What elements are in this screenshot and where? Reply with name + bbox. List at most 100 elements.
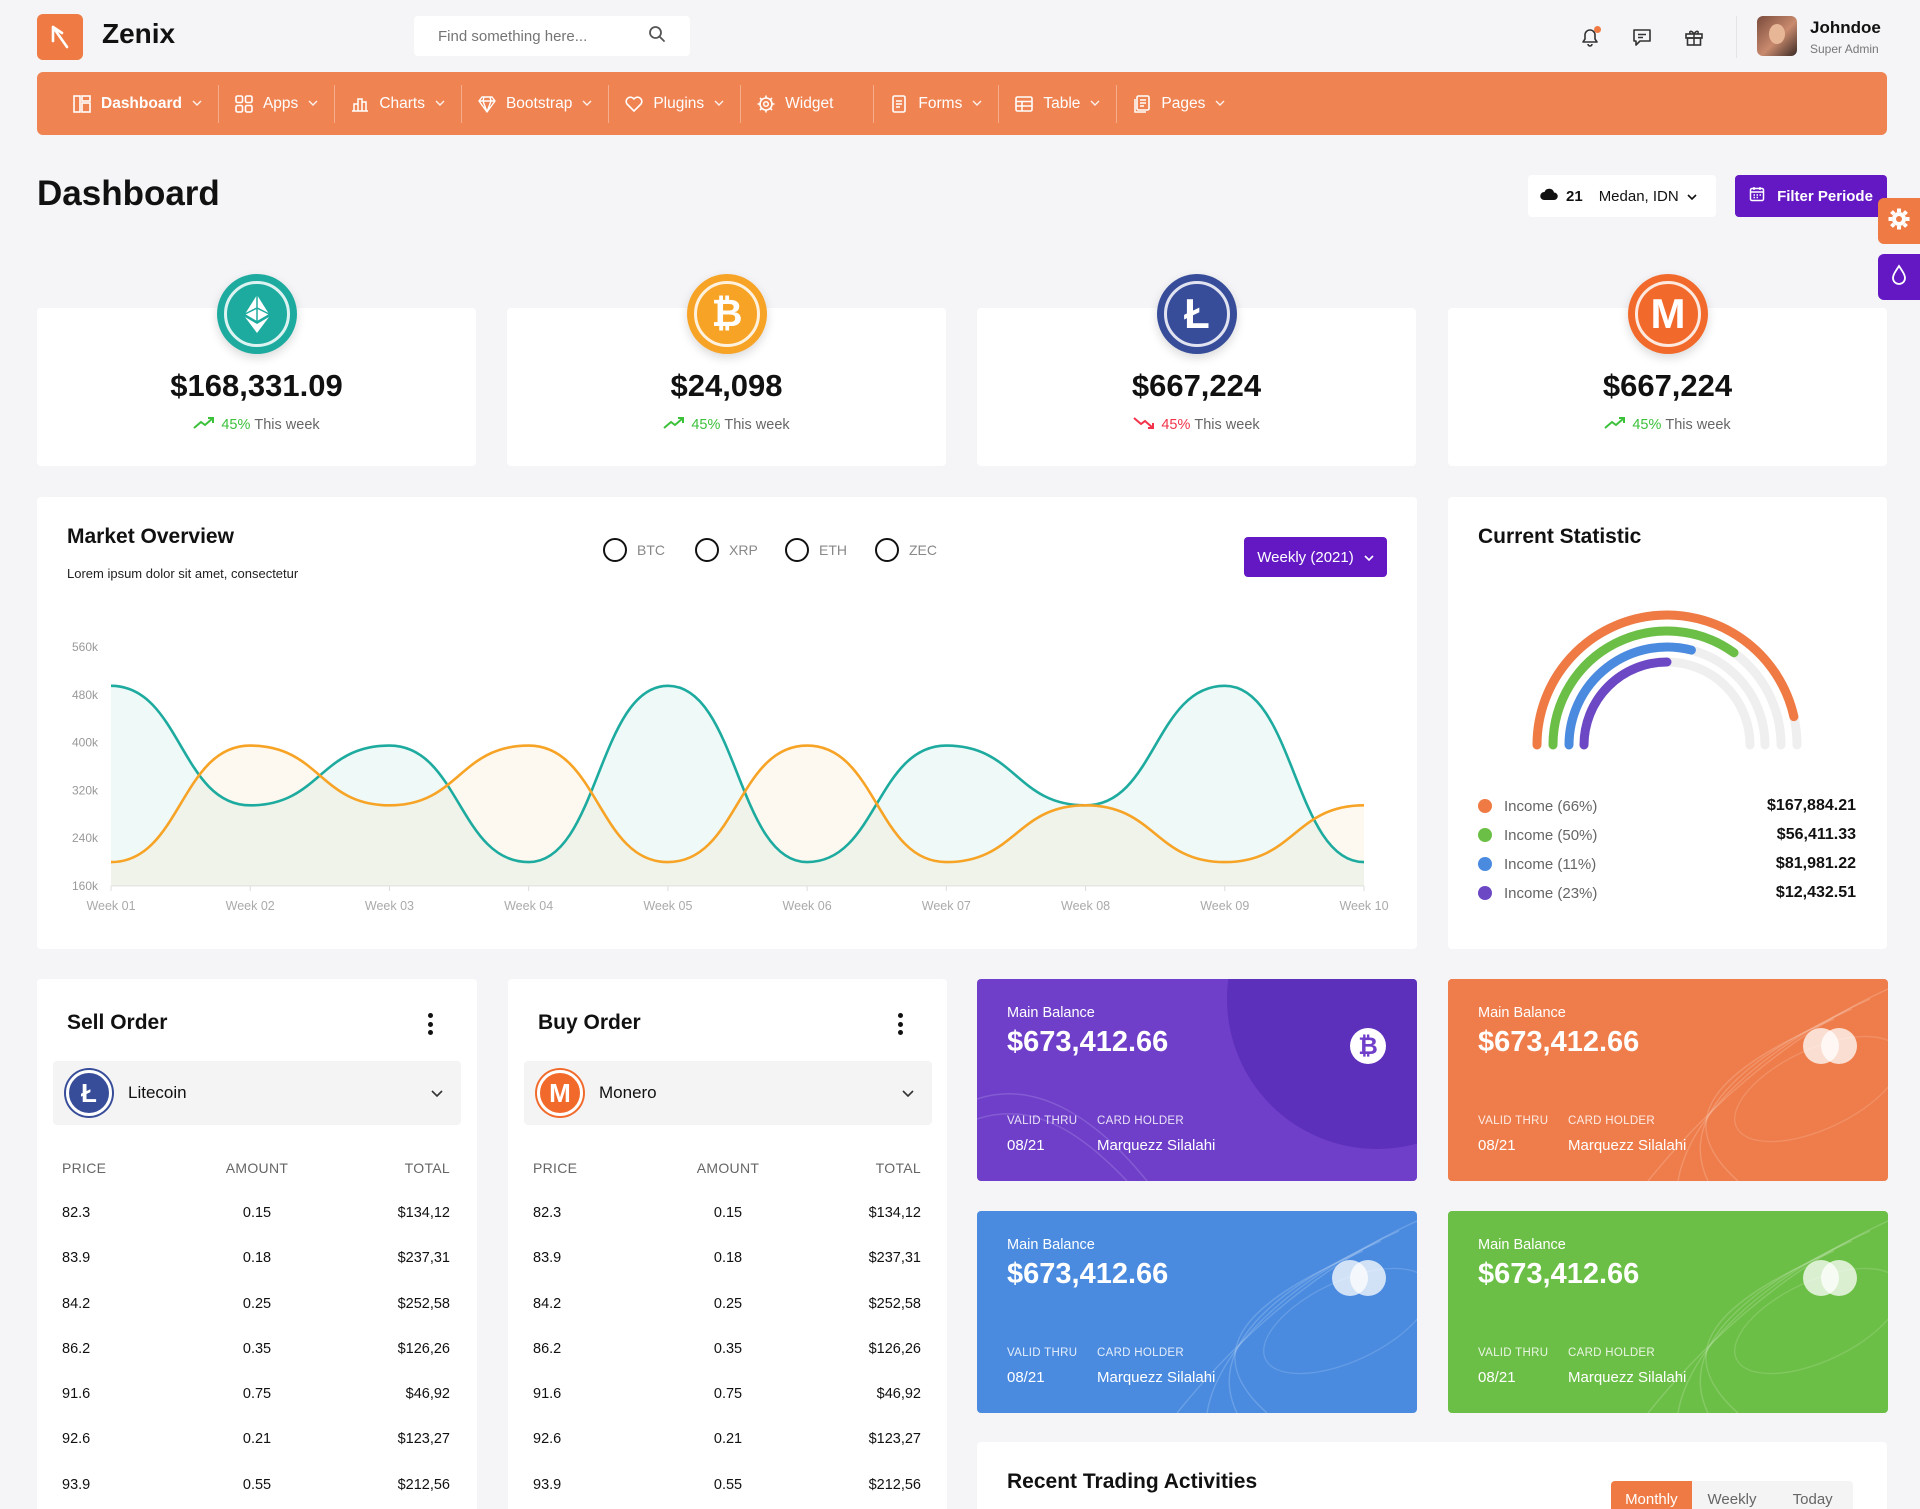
table-row[interactable]: 82.3 0.15 $134,12 xyxy=(533,1190,921,1235)
user-name[interactable]: Johndoe xyxy=(1810,18,1881,37)
period-dropdown[interactable]: Weekly (2021) xyxy=(1244,537,1387,577)
column-header: AMOUNT xyxy=(225,1159,289,1176)
statistic-legend-item: Income (66%) $167,884.21 xyxy=(1478,797,1856,815)
nav-item-charts[interactable]: Charts xyxy=(349,72,461,135)
sell-coin-select[interactable]: Ł Litecoin xyxy=(53,1061,461,1125)
chevron-down-icon xyxy=(308,98,318,110)
table-row[interactable]: 83.9 0.18 $237,31 xyxy=(62,1236,450,1281)
monero-icon: M xyxy=(537,1070,583,1116)
filter-periode-button[interactable]: Filter Periode xyxy=(1735,175,1887,217)
nav-item-bootstrap[interactable]: Bootstrap xyxy=(476,72,608,135)
statistic-arc-chart xyxy=(1532,610,1802,750)
table-row[interactable]: 92.6 0.21 $123,27 xyxy=(62,1417,450,1462)
valid-thru-label: VALID THRU xyxy=(1007,1115,1078,1127)
search-icon[interactable] xyxy=(648,25,666,48)
legend-amount: $81,981.22 xyxy=(1775,855,1856,872)
tab-today[interactable]: Today xyxy=(1792,1491,1833,1508)
buy-order-panel: Buy Order M Monero PRICE AMOUNT TOTAL 82.3 0… xyxy=(508,979,947,1509)
settings-tab[interactable] xyxy=(1878,198,1920,244)
table-row[interactable]: 83.9 0.18 $237,31 xyxy=(533,1236,921,1281)
table-row[interactable]: 86.2 0.35 $126,26 xyxy=(533,1326,921,1371)
search-box[interactable] xyxy=(414,16,690,56)
tab-weekly[interactable]: Weekly xyxy=(1707,1491,1757,1508)
table-cell: 0.55 xyxy=(713,1476,743,1493)
legend-dot xyxy=(1478,857,1492,871)
card-holder-label: CARD HOLDER xyxy=(1097,1347,1185,1359)
avatar[interactable] xyxy=(1757,16,1797,56)
nav-item-label: Bootstrap xyxy=(505,94,573,112)
forms-icon xyxy=(888,93,910,115)
table-row[interactable]: 92.6 0.21 $123,27 xyxy=(533,1417,921,1462)
table-row[interactable]: 84.2 0.25 $252,58 xyxy=(533,1281,921,1326)
table-row[interactable]: 91.6 0.75 $46,92 xyxy=(62,1371,450,1416)
radio-circle[interactable] xyxy=(695,538,719,562)
change-percent: 45% xyxy=(1632,417,1662,433)
radio-label: BTC xyxy=(637,542,665,558)
table-cell: $237,31 xyxy=(868,1250,921,1267)
table-row[interactable]: 86.2 0.35 $126,26 xyxy=(62,1326,450,1371)
nav-item-widget[interactable]: Widget xyxy=(755,72,873,135)
filter-eth[interactable]: ETH xyxy=(785,538,847,562)
chat-icon[interactable] xyxy=(1629,24,1655,50)
buy-coin-select[interactable]: M Monero xyxy=(524,1061,932,1125)
recent-trading-panel: Recent Trading Activities Monthly Weekly T… xyxy=(977,1442,1887,1509)
balance-card[interactable]: Main Balance $673,412.66 VALID THRU CARD HO… xyxy=(1448,979,1888,1181)
change-period: This week xyxy=(1665,417,1731,433)
tab-monthly[interactable]: Monthly xyxy=(1611,1481,1692,1509)
nav-item-pages[interactable]: Pages xyxy=(1131,72,1241,135)
coin-value: $24,098 xyxy=(670,368,783,403)
arc-track xyxy=(1579,657,1755,750)
balance-card[interactable]: Main Balance $673,412.66 VALID THRU CARD HO… xyxy=(977,1211,1417,1413)
radio-circle[interactable] xyxy=(603,538,627,562)
table-row[interactable]: 82.3 0.15 $134,12 xyxy=(62,1190,450,1235)
series-area-0 xyxy=(111,685,1364,886)
app-name[interactable]: Zenix xyxy=(102,18,176,49)
nav-item-table[interactable]: Table xyxy=(1013,72,1116,135)
coin-change: 45% This week xyxy=(1448,416,1887,434)
balance-card[interactable]: Main Balance $673,412.66 VALID THRU CARD HO… xyxy=(1448,1211,1888,1413)
filter-btc[interactable]: BTC xyxy=(603,538,665,562)
nav-item-plugins[interactable]: Plugins xyxy=(623,72,740,135)
bell-icon[interactable] xyxy=(1577,24,1603,50)
x-tick-label: Week 09 xyxy=(1200,899,1249,913)
main-nav: Dashboard Apps Charts Bootstrap Plugins Widge… xyxy=(37,72,1887,135)
radio-circle[interactable] xyxy=(875,538,899,562)
table-cell: $134,12 xyxy=(868,1204,921,1221)
logo-icon[interactable] xyxy=(37,14,83,60)
y-tick-label: 320k xyxy=(72,783,99,797)
nav-item-forms[interactable]: Forms xyxy=(888,72,998,135)
nav-item-label: Table xyxy=(1043,94,1081,112)
table-cell: $252,58 xyxy=(397,1295,450,1312)
search-input[interactable] xyxy=(438,27,648,45)
buy-coin-label: Monero xyxy=(599,1083,657,1102)
more-vertical-icon[interactable] xyxy=(897,1013,903,1035)
x-tick-label: Week 06 xyxy=(783,899,832,913)
y-tick-label: 240k xyxy=(72,831,99,845)
market-chart: 160k 240k 320k 400k 480k 560k Week 01 Week 02 We… xyxy=(72,640,1389,913)
litecoin-icon: Ł xyxy=(1157,274,1237,354)
weather-selector[interactable]: 21 Medan, IDN xyxy=(1528,175,1716,217)
nav-item-label: Apps xyxy=(262,94,299,112)
chevron-down-icon xyxy=(972,98,982,110)
nav-item-label: Plugins xyxy=(653,94,705,112)
more-vertical-icon[interactable] xyxy=(427,1013,433,1035)
chevron-down-icon xyxy=(1687,188,1697,205)
filter-xrp[interactable]: XRP xyxy=(695,538,758,562)
nav-item-dashboard[interactable]: Dashboard xyxy=(71,72,218,135)
table-row[interactable]: 93.9 0.55 $212,56 xyxy=(533,1462,921,1507)
filter-zec[interactable]: ZEC xyxy=(875,538,937,562)
theme-tab[interactable] xyxy=(1878,254,1920,300)
nav-item-apps[interactable]: Apps xyxy=(233,72,334,135)
table-row[interactable]: 93.9 0.55 $212,56 xyxy=(62,1462,450,1507)
table-row[interactable]: 84.2 0.25 $252,58 xyxy=(62,1281,450,1326)
balance-card[interactable]: Main Balance $673,412.66 VALID THRU CARD HO… xyxy=(977,979,1417,1181)
table-row[interactable]: 91.6 0.75 $46,92 xyxy=(533,1371,921,1416)
radio-circle[interactable] xyxy=(785,538,809,562)
buy-order-table: PRICE AMOUNT TOTAL 82.3 0.15 $134,12 83.9 0.18 $… xyxy=(533,1145,921,1507)
gift-icon[interactable] xyxy=(1681,24,1707,50)
weather-location: Medan, IDN xyxy=(1598,187,1679,205)
card-pattern xyxy=(1176,1220,1417,1413)
x-tick-label: Week 10 xyxy=(1339,899,1388,913)
valid-thru-label: VALID THRU xyxy=(1478,1347,1549,1359)
valid-thru-value: 08/21 xyxy=(1478,1137,1516,1154)
